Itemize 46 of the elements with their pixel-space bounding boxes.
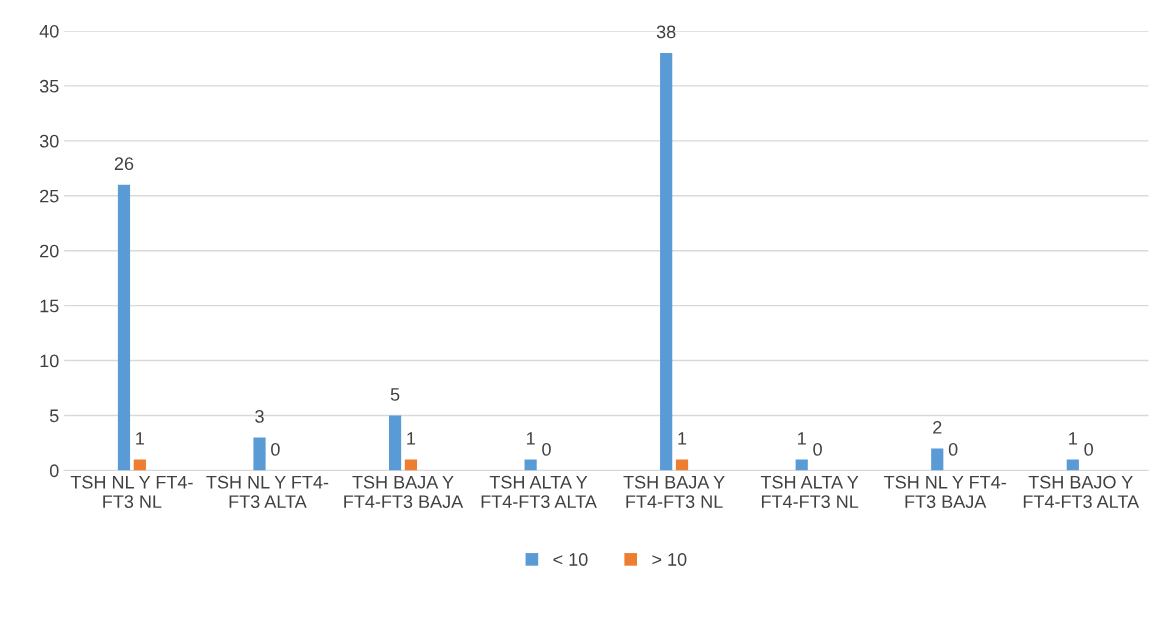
bar <box>404 459 418 471</box>
y-tick-label: 15 <box>40 299 59 313</box>
y-tick-label: 30 <box>39 134 59 148</box>
bar <box>117 184 131 471</box>
data-label: 5 <box>390 388 400 401</box>
data-label: 38 <box>656 25 676 39</box>
data-label: 0 <box>1084 442 1093 456</box>
x-tick-label: TSH NL Y FT4- FT3 NL <box>70 475 193 509</box>
y-tick-label: 35 <box>39 79 59 93</box>
x-tick-label: TSH BAJO Y FT4-FT3 ALTA <box>1023 475 1140 509</box>
data-label: 26 <box>114 157 134 171</box>
bar <box>675 459 689 471</box>
data-label: 1 <box>678 432 687 445</box>
y-tick-label: 25 <box>40 189 59 203</box>
bar <box>524 459 537 471</box>
data-label: 1 <box>798 432 806 445</box>
x-tick-label: TSH ALTA Y FT4-FT3 NL <box>760 475 859 509</box>
y-tick-label: 40 <box>39 24 59 38</box>
data-label: 2 <box>933 421 942 434</box>
y-tick-label: 5 <box>49 409 59 423</box>
x-tick-label: TSH NL Y FT4- FT3 BAJA <box>884 475 1006 509</box>
data-label: 1 <box>136 432 144 445</box>
bar <box>660 52 673 471</box>
bar <box>253 437 266 471</box>
bar <box>931 448 944 471</box>
x-tick-label: TSH BAJA Y FT4-FT3 BAJA <box>344 475 464 509</box>
y-tick-label: 10 <box>40 354 59 368</box>
bar <box>388 415 402 471</box>
bar <box>795 459 808 471</box>
legend-label: < 10 <box>553 553 588 566</box>
y-tick-label: 0 <box>49 464 59 478</box>
data-label: 3 <box>255 410 264 423</box>
bar <box>133 459 146 471</box>
data-label: 1 <box>526 432 535 445</box>
x-tick-label: TSH BAJA Y FT4-FT3 NL <box>623 475 725 509</box>
data-label: 0 <box>948 442 958 456</box>
x-tick-label: TSH NL Y FT4- FT3 ALTA <box>206 475 329 509</box>
y-tick-label: 20 <box>40 244 59 258</box>
data-label: 0 <box>813 442 822 456</box>
legend-label: > 10 <box>652 553 687 566</box>
data-label: 1 <box>1069 432 1077 445</box>
data-label: 0 <box>542 442 551 456</box>
x-tick-label: TSH ALTA Y FT4-FT3 ALTA <box>481 475 597 509</box>
bar <box>1066 459 1079 471</box>
data-label: 1 <box>407 432 416 445</box>
data-label: 0 <box>271 442 280 456</box>
